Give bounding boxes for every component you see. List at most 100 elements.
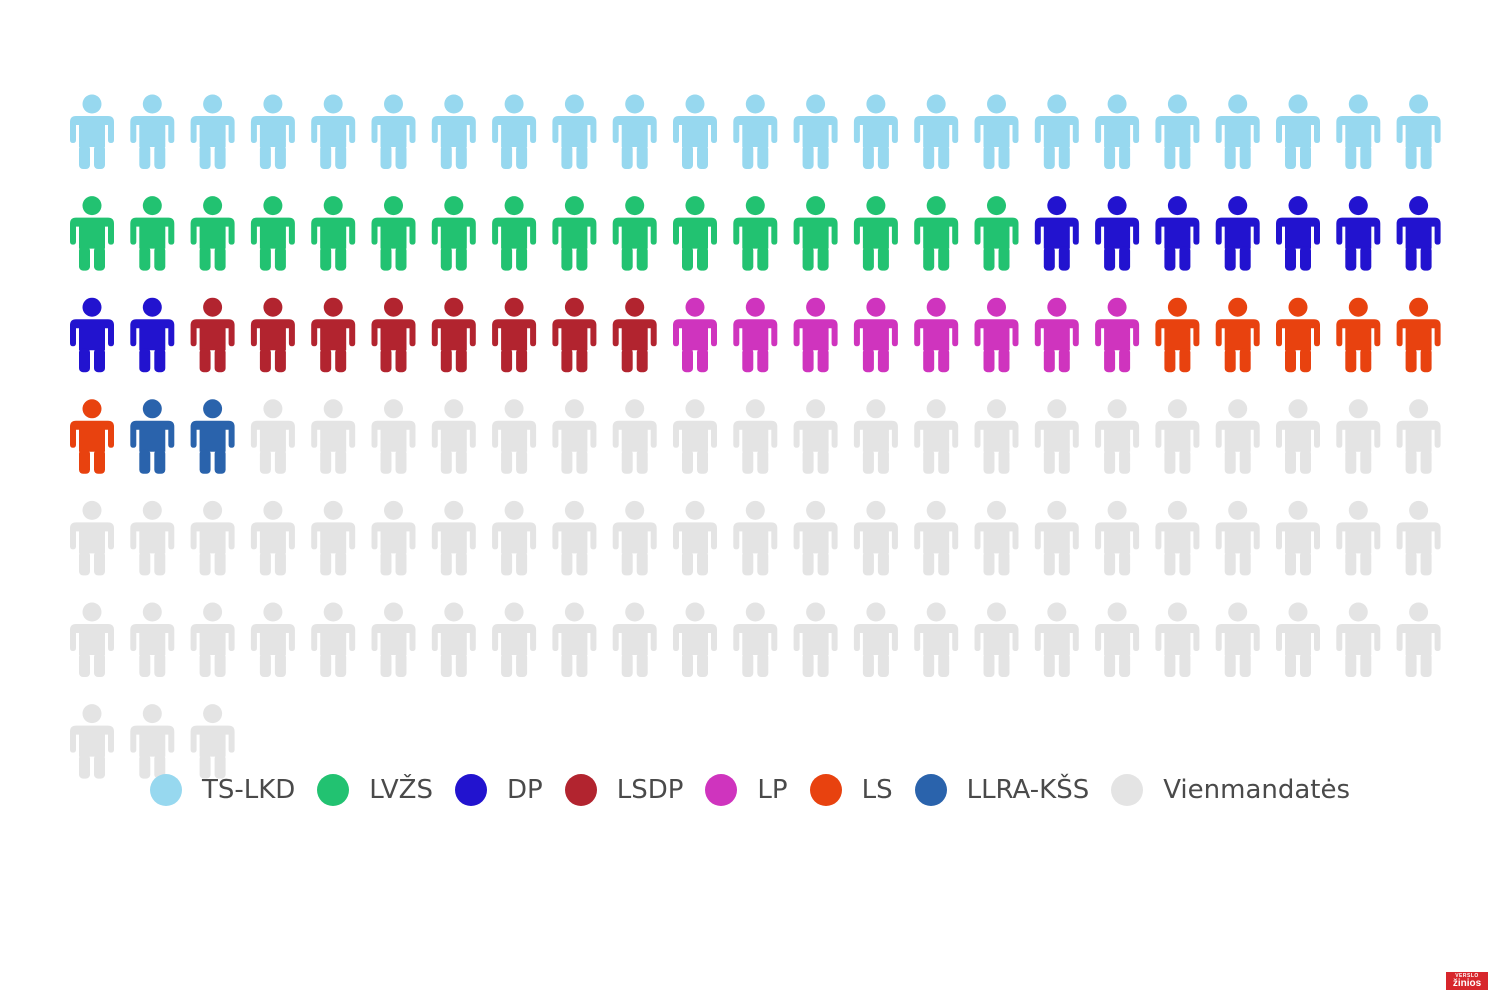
person-vienmandates [130, 500, 175, 576]
person-vienmandates [733, 500, 778, 576]
person-vienmandates [371, 602, 416, 677]
person-ts-lkd [371, 94, 416, 169]
person-vienmandates [1396, 500, 1441, 576]
person-lvzs [492, 196, 537, 271]
person-vienmandates [853, 399, 898, 474]
person-dp [1095, 196, 1140, 271]
legend-item-ts-lkd: TS-LKD [149, 774, 295, 806]
person-lvzs [733, 196, 778, 271]
person-dp [70, 297, 114, 373]
person-vienmandates [733, 399, 778, 474]
person-vienmandates [974, 500, 1019, 576]
person-lvzs [974, 196, 1019, 271]
legend-item-ls: LS [809, 774, 893, 806]
person-vienmandates [1276, 602, 1320, 677]
person-vienmandates [250, 500, 295, 576]
person-vienmandates [1095, 500, 1140, 576]
legend-swatch [1111, 774, 1144, 806]
person-vienmandates [853, 602, 898, 677]
person-lsdp [552, 297, 597, 373]
person-lvzs [793, 196, 838, 271]
person-ls [1215, 297, 1260, 373]
person-vienmandates [1215, 602, 1260, 677]
person-vienmandates [1396, 602, 1441, 677]
person-vienmandates [1155, 602, 1200, 677]
person-ts-lkd [793, 94, 838, 169]
person-ts-lkd [1155, 94, 1200, 169]
person-dp [1396, 196, 1441, 271]
person-lvzs [130, 196, 175, 271]
person-lvzs [371, 196, 416, 271]
legend-item-dp: DP [455, 774, 543, 806]
legend-item-lp: LP [705, 774, 788, 806]
legend-label: LLRA-KŠS [966, 775, 1090, 805]
person-ts-lkd [250, 94, 295, 169]
person-lvzs [612, 196, 657, 271]
person-vienmandates [733, 602, 778, 677]
legend-swatch [455, 774, 487, 806]
person-ts-lkd [492, 94, 537, 169]
legend-label: LSDP [616, 775, 684, 805]
person-vienmandates [1215, 500, 1260, 576]
legend-item-vienmandates: Vienmandatės [1111, 774, 1350, 806]
person-vienmandates [552, 602, 597, 677]
person-ls [1276, 297, 1320, 373]
person-vienmandates [311, 399, 356, 474]
person-lp [914, 297, 959, 373]
person-vienmandates [1155, 399, 1200, 474]
person-lvzs [673, 196, 717, 271]
person-vienmandates [612, 399, 657, 474]
person-lsdp [371, 297, 416, 373]
legend-label: LS [861, 775, 893, 805]
person-vienmandates [70, 500, 114, 576]
person-lp [673, 297, 717, 373]
person-ts-lkd [974, 94, 1019, 169]
person-lsdp [311, 297, 356, 373]
person-lvzs [70, 196, 114, 271]
person-vienmandates [190, 704, 235, 779]
person-vienmandates [914, 399, 959, 474]
person-ts-lkd [552, 94, 597, 169]
legend-swatch [705, 774, 738, 806]
person-dp [1276, 196, 1320, 271]
logo-line-1: VERSLO [1455, 972, 1479, 979]
person-vienmandates [914, 602, 959, 677]
person-vienmandates [130, 704, 175, 779]
person-vienmandates [70, 704, 114, 779]
legend-label: LP [757, 775, 788, 805]
person-vienmandates [431, 500, 476, 576]
person-vienmandates [673, 500, 717, 576]
person-vienmandates [70, 602, 114, 677]
person-ts-lkd [190, 94, 235, 169]
person-lvzs [311, 196, 356, 271]
person-ts-lkd [130, 94, 175, 169]
person-vienmandates [250, 399, 295, 474]
person-ts-lkd [311, 94, 356, 169]
person-ls [1336, 297, 1381, 373]
person-vienmandates [1336, 602, 1381, 677]
publisher-logo: VERSLO žinios [1446, 972, 1488, 990]
person-vienmandates [1276, 500, 1320, 576]
person-lp [793, 297, 838, 373]
person-lp [733, 297, 778, 373]
person-vienmandates [492, 500, 537, 576]
person-vienmandates [311, 500, 356, 576]
person-vienmandates [914, 500, 959, 576]
person-ts-lkd [1396, 94, 1441, 169]
person-vienmandates [552, 399, 597, 474]
person-vienmandates [492, 602, 537, 677]
legend-swatch [317, 774, 350, 806]
person-dp [1336, 196, 1381, 271]
person-vienmandates [1336, 500, 1381, 576]
person-vienmandates [431, 399, 476, 474]
person-lsdp [250, 297, 295, 373]
legend-label: DP [507, 775, 543, 805]
person-ls [70, 399, 114, 474]
legend: TS-LKD LVŽS DP LSDP LP LS LLRA-KŠS Vienmandatės [0, 768, 1500, 812]
person-ls [1155, 297, 1200, 373]
person-lp [974, 297, 1019, 373]
person-vienmandates [552, 500, 597, 576]
person-vienmandates [1034, 602, 1079, 677]
person-lsdp [612, 297, 657, 373]
